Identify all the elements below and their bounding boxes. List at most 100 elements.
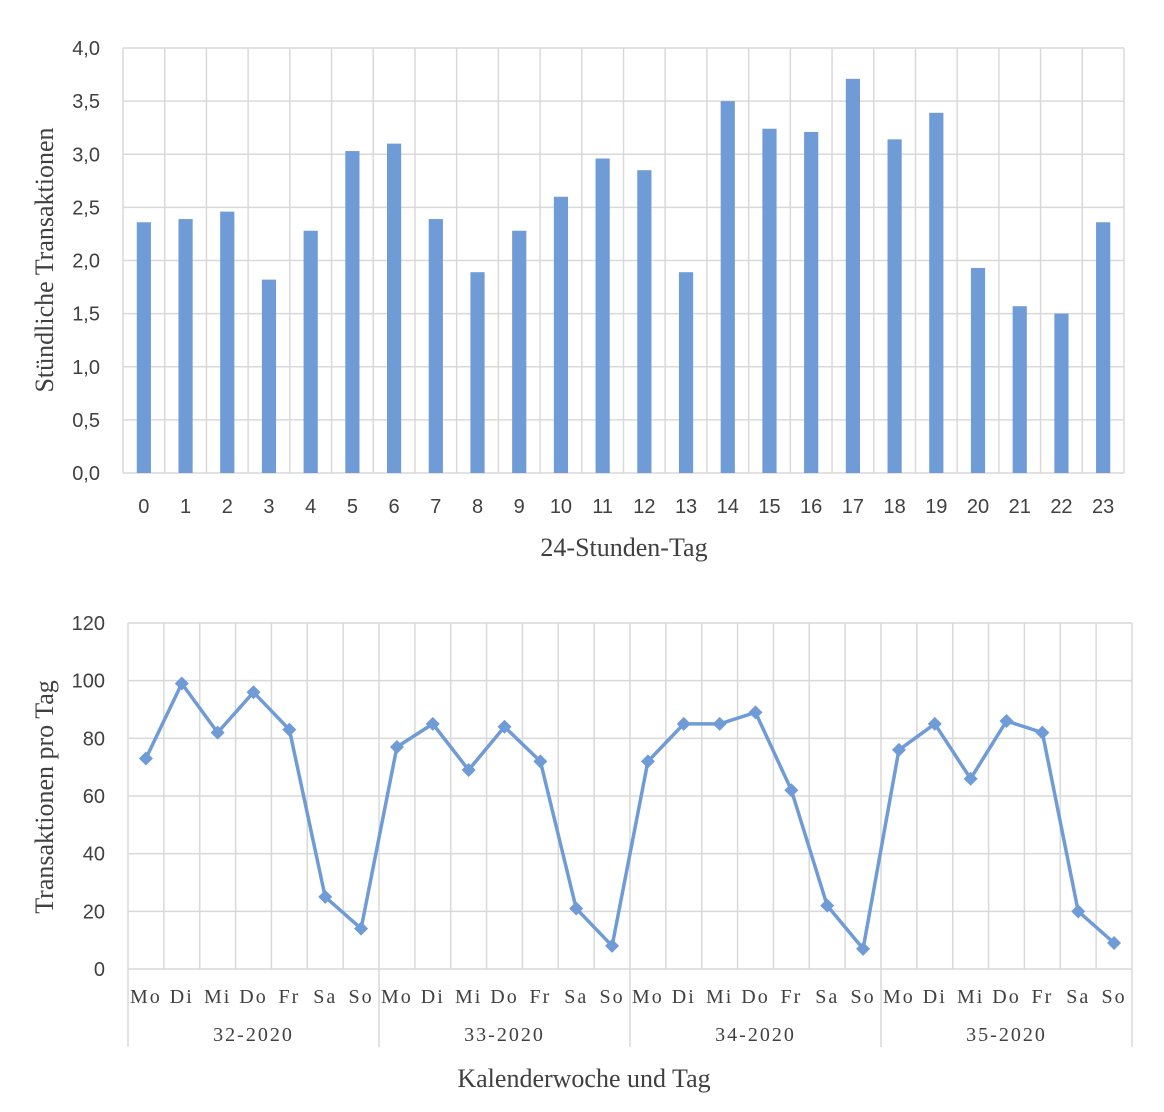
line-chart-week-label: 33-2020 <box>464 1024 545 1046</box>
bar-chart-x-axis-title: 24-Stunden-Tag <box>540 533 707 562</box>
bar-chart-x-tick-label: 14 <box>717 496 739 518</box>
bar-chart-y-tick-label: 1,0 <box>72 357 100 379</box>
line-chart-y-tick-label: 100 <box>72 671 105 693</box>
line-chart-y-axis-title: Transaktionen pro Tag <box>30 680 59 914</box>
line-chart-y-tick-label: 0 <box>94 959 105 981</box>
line-chart-grid <box>127 622 1133 1047</box>
line-chart-day-label: Sa <box>1066 986 1090 1008</box>
line-point-marker <box>605 938 620 953</box>
line-chart-series <box>138 676 1122 956</box>
bar-chart-x-tick-label: 22 <box>1050 496 1072 518</box>
bar-chart-grid <box>122 47 1125 474</box>
bar-hour-14 <box>720 101 735 473</box>
daily-line-chart: 0 20 40 60 80 100 120 Mo Di Mi Do Fr Sa So Mo Di Mi Do Fr… <box>30 613 1133 1093</box>
bar-hour-8 <box>470 272 485 473</box>
line-point-marker <box>425 716 440 731</box>
bar-chart-x-tick-label: 19 <box>925 496 947 518</box>
line-point-marker <box>640 754 655 769</box>
bar-hour-15 <box>762 128 777 473</box>
line-point-marker <box>1071 904 1086 919</box>
line-chart-day-label: Do <box>490 986 518 1008</box>
line-chart-day-label: Do <box>239 986 267 1008</box>
line-point-marker <box>999 714 1014 729</box>
bar-chart-x-tick-label: 4 <box>305 496 316 518</box>
line-chart-day-label: Mo <box>130 986 162 1008</box>
line-chart-day-label: Sa <box>564 986 588 1008</box>
bar-chart-x-tick-label: 1 <box>180 496 191 518</box>
line-chart-day-label: Fr <box>278 986 300 1008</box>
bar-chart-y-axis-title: Stündliche Transaktionen <box>30 127 59 392</box>
bar-chart-y-tick-label: 0,0 <box>72 463 100 485</box>
bar-chart-x-tick-label: 17 <box>842 496 864 518</box>
bar-chart-x-tick-label: 0 <box>138 496 149 518</box>
bar-hour-5 <box>345 151 360 473</box>
bar-hour-21 <box>1012 306 1027 473</box>
line-point-marker <box>389 739 404 754</box>
line-chart-day-label: Sa <box>815 986 839 1008</box>
line-chart-week-label: 32-2020 <box>213 1024 294 1046</box>
line-chart-x-ticks: Mo Di Mi Do Fr Sa So Mo Di Mi Do Fr Sa So Mo Di Mi Do Fr Sa… <box>130 986 1127 1046</box>
line-chart-day-label: Mo <box>381 986 413 1008</box>
line-chart-day-label: So <box>349 986 374 1008</box>
line-point-marker <box>246 685 261 700</box>
bar-hour-0 <box>136 222 151 473</box>
bar-hour-6 <box>387 143 402 473</box>
line-point-marker <box>712 716 727 731</box>
bar-chart-y-tick-label: 3,5 <box>72 91 100 113</box>
bar-chart-x-tick-label: 6 <box>389 496 400 518</box>
line-chart-day-label: Fr <box>529 986 551 1008</box>
bar-chart-y-tick-label: 3,0 <box>72 144 100 166</box>
bar-chart-y-tick-label: 4,0 <box>72 38 100 60</box>
line-chart-day-label: Sa <box>313 986 337 1008</box>
bar-chart-x-tick-label: 7 <box>430 496 441 518</box>
bar-chart-x-tick-label: 16 <box>800 496 822 518</box>
bar-chart-x-ticks: 0 1 2 3 4 5 6 7 8 9 10 11 12 13 14 15 16 17 18 19 20 21 22 23 <box>138 496 1114 518</box>
line-point-marker <box>856 941 871 956</box>
line-chart-y-tick-label: 60 <box>83 786 105 808</box>
bar-hour-10 <box>553 196 569 473</box>
line-point-marker <box>891 742 906 757</box>
bar-chart-y-tick-label: 1,5 <box>72 304 100 326</box>
line-chart-y-tick-label: 20 <box>83 901 105 923</box>
line-chart-y-tick-label: 80 <box>83 728 105 750</box>
line-chart-day-label: Fr <box>1031 986 1053 1008</box>
line-chart-day-label: So <box>1102 986 1127 1008</box>
bar-chart-x-tick-label: 5 <box>347 496 358 518</box>
bar-hour-7 <box>428 219 443 473</box>
bar-hour-20 <box>970 267 986 473</box>
line-chart-day-label: Di <box>923 986 947 1008</box>
line-chart-week-label: 35-2020 <box>966 1024 1047 1046</box>
line-chart-day-label: Do <box>992 986 1020 1008</box>
bar-hour-18 <box>887 139 902 473</box>
line-point-marker <box>174 676 189 691</box>
line-chart-day-label: Mi <box>706 986 733 1008</box>
line-chart-day-label: Mi <box>957 986 984 1008</box>
bar-hour-3 <box>261 279 277 473</box>
line-point-marker <box>138 751 153 766</box>
bar-chart-x-tick-label: 9 <box>514 496 525 518</box>
line-chart-x-axis-title: Kalenderwoche und Tag <box>457 1064 710 1093</box>
bar-hour-12 <box>637 170 652 473</box>
bar-chart-x-tick-label: 23 <box>1092 496 1114 518</box>
bar-chart-x-tick-label: 10 <box>550 496 572 518</box>
bar-chart-x-tick-label: 13 <box>675 496 697 518</box>
bar-chart-x-tick-label: 21 <box>1009 496 1031 518</box>
line-chart-day-label: Mo <box>632 986 664 1008</box>
bar-hour-2 <box>220 211 235 473</box>
bar-chart-x-tick-label: 20 <box>967 496 989 518</box>
line-point-marker <box>820 898 835 913</box>
line-point-marker <box>569 901 584 916</box>
line-chart-day-label: So <box>851 986 876 1008</box>
line-chart-day-label: Di <box>672 986 696 1008</box>
line-chart-day-label: Fr <box>780 986 802 1008</box>
line-chart-day-label: Di <box>421 986 445 1008</box>
bar-hour-11 <box>595 158 610 473</box>
line-chart-day-label: Mi <box>455 986 482 1008</box>
line-point-marker <box>748 705 763 720</box>
line-point-marker <box>533 754 548 769</box>
bar-chart-x-tick-label: 2 <box>222 496 233 518</box>
line-chart-day-label: So <box>600 986 625 1008</box>
bar-hour-9 <box>512 230 527 473</box>
bar-chart-x-tick-label: 18 <box>883 496 905 518</box>
